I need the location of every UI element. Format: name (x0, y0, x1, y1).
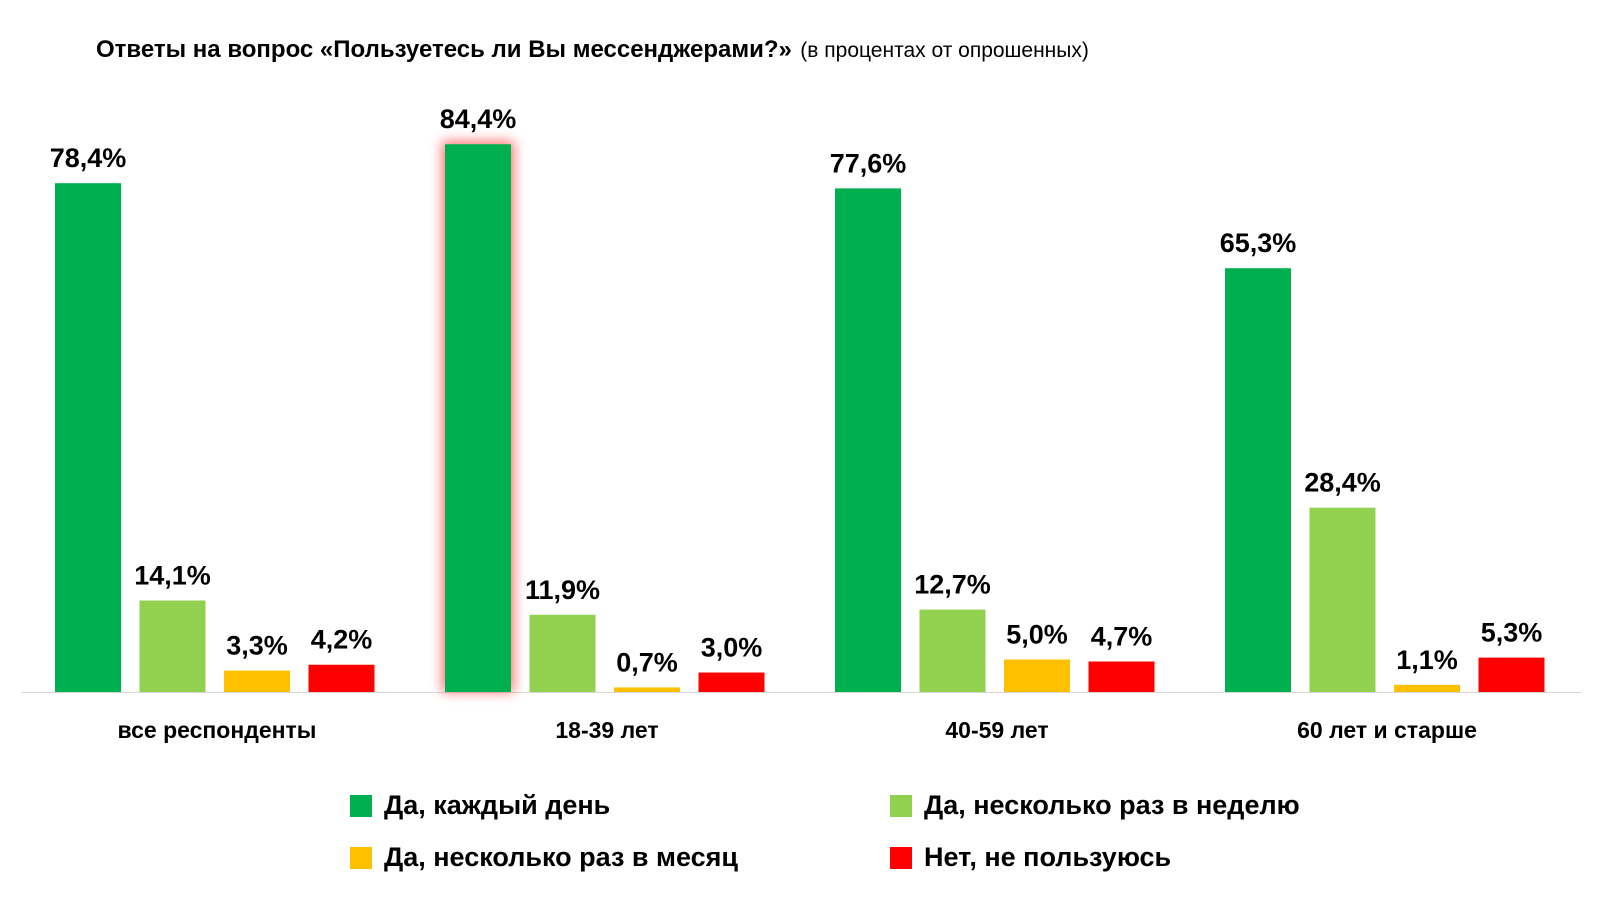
data-label-never-2: 3,0% (701, 633, 763, 663)
bar-daily-4 (1225, 268, 1291, 692)
legend-label-monthly: Да, несколько раз в месяц (384, 842, 738, 872)
bar-never-2 (698, 672, 765, 692)
category-label-2: 18-39 лет (555, 717, 658, 743)
bar-daily-1 (55, 183, 121, 692)
bar-never-3 (1088, 661, 1155, 692)
bar-monthly-4 (1394, 684, 1460, 692)
data-label-monthly-3: 5,0% (1006, 620, 1068, 650)
data-label-daily-1: 78,4% (50, 143, 127, 173)
bar-daily-2 (445, 144, 511, 692)
legend-item-weekly: Да, несколько раз в неделю (890, 790, 1300, 821)
data-label-daily-4: 65,3% (1220, 228, 1297, 258)
legend-swatch-weekly (890, 794, 912, 817)
legend-label-never: Нет, не пользуюсь (924, 842, 1172, 872)
category-label-4: 60 лет и старше (1297, 717, 1477, 743)
bar-weekly-3 (919, 609, 986, 692)
chart-title-block: Ответы на вопрос «Пользуетесь ли Вы месс… (96, 36, 1089, 64)
data-label-weekly-1: 14,1% (134, 560, 211, 590)
chart-subtitle: (в процентах от опрошенных) (800, 39, 1089, 62)
legend-label-weekly: Да, несколько раз в неделю (924, 790, 1300, 820)
data-label-never-1: 4,2% (311, 625, 373, 655)
bar-chart: 78,4% 14,1% 3,3% 4,2% все респонденты 84,4% 11… (22, 104, 1582, 743)
legend: Да, каждый день Да, несколько раз в неде… (350, 780, 1400, 890)
legend-item-monthly: Да, несколько раз в месяц (350, 842, 738, 873)
bar-daily-3 (835, 188, 901, 692)
data-label-monthly-4: 1,1% (1396, 645, 1458, 675)
legend-swatch-daily (350, 794, 372, 817)
bar-weekly-4 (1309, 507, 1376, 692)
bar-weekly-2 (529, 614, 596, 692)
legend-swatch-never (890, 846, 912, 869)
category-label-1: все респонденты (118, 717, 317, 743)
bar-monthly-2 (614, 687, 680, 692)
data-label-monthly-2: 0,7% (616, 647, 678, 677)
bar-weekly-1 (139, 600, 206, 692)
data-label-weekly-3: 12,7% (914, 570, 991, 600)
data-label-never-3: 4,7% (1091, 621, 1153, 651)
bar-monthly-1 (224, 670, 290, 692)
data-label-never-4: 5,3% (1481, 618, 1543, 648)
bar-never-1 (308, 664, 375, 692)
legend-swatch-monthly (350, 846, 372, 869)
data-label-weekly-4: 28,4% (1304, 468, 1381, 498)
data-label-daily-2: 84,4% (440, 104, 517, 134)
chart-title: Ответы на вопрос «Пользуетесь ли Вы месс… (96, 36, 792, 63)
legend-item-daily: Да, каждый день (350, 790, 610, 821)
legend-label-daily: Да, каждый день (384, 790, 611, 820)
bar-never-4 (1478, 657, 1545, 692)
data-label-daily-3: 77,6% (830, 148, 907, 178)
legend-item-never: Нет, не пользуюсь (890, 842, 1171, 873)
data-label-monthly-1: 3,3% (226, 631, 288, 661)
data-label-weekly-2: 11,9% (525, 575, 600, 605)
bar-monthly-3 (1004, 659, 1070, 692)
category-label-3: 40-59 лет (945, 717, 1048, 743)
